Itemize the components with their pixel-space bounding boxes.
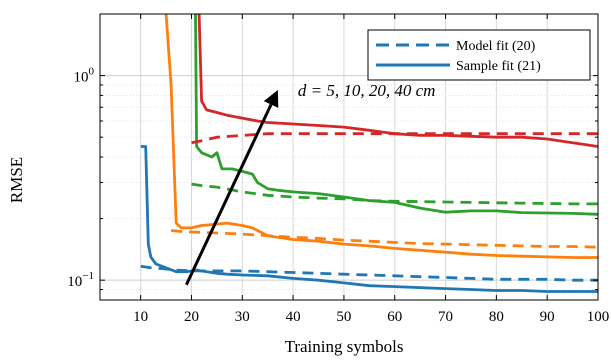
series-line-1-dashed: [140, 264, 598, 282]
series-line-4-solid: [194, 13, 599, 216]
y-tick-label: 100: [74, 66, 95, 86]
annotation-arrow-head: [263, 90, 279, 108]
x-tick-label: 100: [587, 309, 610, 325]
x-tick-label: 40: [286, 309, 301, 325]
legend-box: [367, 29, 591, 81]
series-line-2-solid: [164, 13, 598, 259]
annotation-text: d = 5, 10, 20, 40 cm: [298, 81, 436, 100]
axis-ticks: 10 20 30 40 50 60 70 80 90 100 10−1 100: [67, 13, 610, 325]
y-axis-label: RMSE: [7, 157, 26, 203]
series-line-0-solid: [140, 145, 598, 293]
x-tick-label: 70: [438, 309, 453, 325]
legend: Model fit (20) Sample fit (21): [367, 29, 591, 81]
legend-label: Sample fit (21): [456, 59, 541, 74]
x-axis-label: Training symbols: [285, 337, 404, 356]
x-tick-label: 60: [387, 309, 402, 325]
legend-label: Model fit (20): [456, 39, 536, 54]
annotation-arrow-shaft: [185, 103, 273, 286]
x-tick-label: 20: [184, 309, 199, 325]
x-tick-label: 30: [235, 309, 250, 325]
series-lines: [140, 13, 599, 293]
series-line-3-dashed: [170, 229, 599, 249]
x-tick-label: 80: [489, 309, 504, 325]
annotation: d = 5, 10, 20, 40 cm: [185, 81, 436, 286]
x-tick-label: 10: [133, 309, 148, 325]
y-tick-label: 10−1: [67, 270, 94, 290]
x-tick-label: 50: [336, 309, 351, 325]
series-line-6-solid: [197, 13, 599, 148]
x-tick-label: 90: [540, 309, 555, 325]
